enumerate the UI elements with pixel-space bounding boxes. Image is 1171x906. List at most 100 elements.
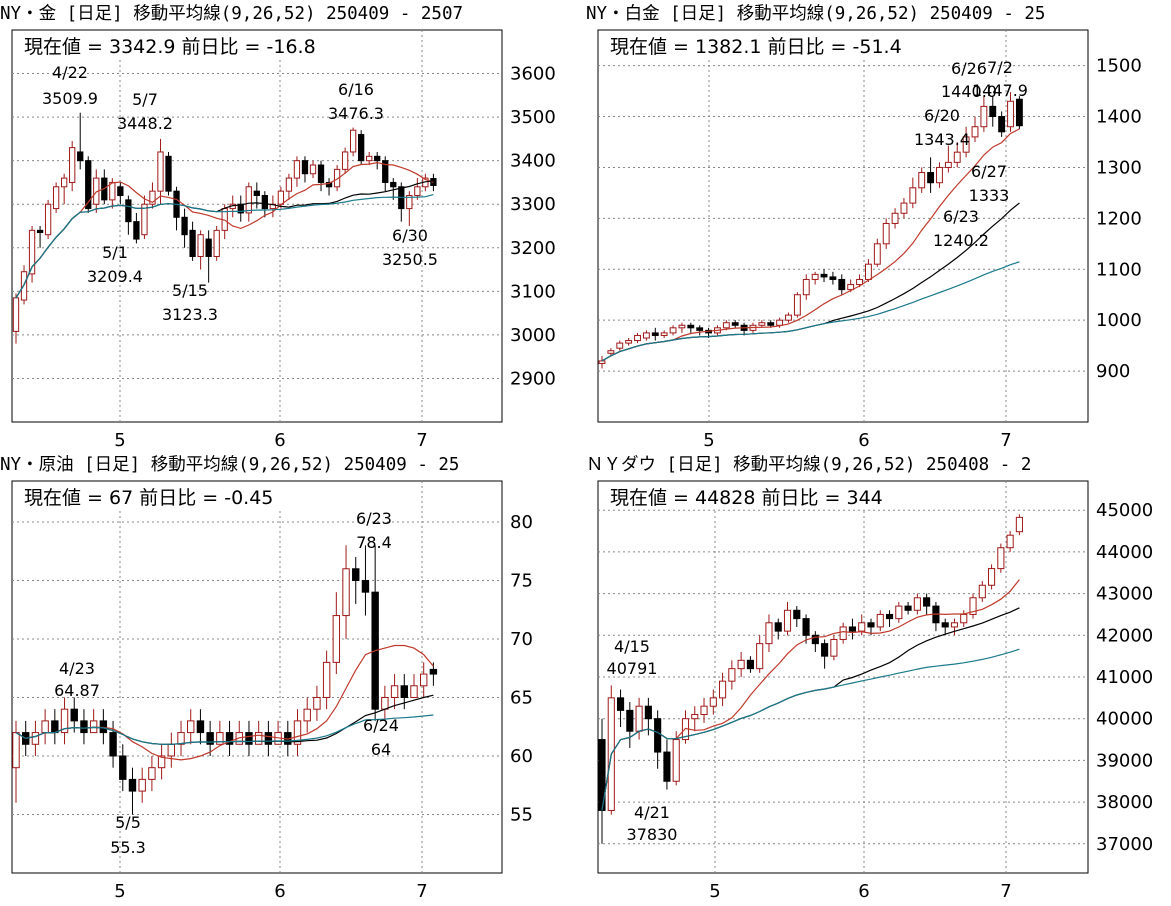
candle-body <box>325 181 333 188</box>
annotation-date: 4/22 <box>52 63 88 82</box>
candle-body <box>109 732 117 757</box>
candle-body <box>1007 100 1014 128</box>
candle-body <box>341 151 349 170</box>
candle-body <box>847 284 855 291</box>
annotation-value: 3448.2 <box>117 114 173 133</box>
annotation-date: 6/27 <box>971 162 1007 181</box>
candle-body <box>904 605 912 611</box>
annotation-value: 3123.3 <box>162 305 218 324</box>
candle-body <box>839 626 847 640</box>
candle-body <box>654 718 662 753</box>
candle-body <box>900 202 908 214</box>
y-tick-label: 39000 <box>1096 750 1153 771</box>
annotation-date: 5/5 <box>115 813 141 832</box>
y-tick-label: 65 <box>510 687 533 708</box>
candle-body <box>1015 98 1023 127</box>
annotation-value: 55.3 <box>110 838 146 857</box>
candle-body <box>758 322 766 326</box>
chart-plot: 55 60 65 70 75 80 5 6 7 現在値 = 67 前日比 = -0.45 6/23 7… <box>11 480 533 902</box>
y-tick-label: 60 <box>510 746 533 767</box>
candle-body <box>953 151 961 163</box>
candle-body <box>1015 516 1023 533</box>
candle-body <box>41 720 49 734</box>
candle-body <box>414 186 421 197</box>
candle-body <box>950 622 959 628</box>
candle-body <box>971 126 979 138</box>
candle-body <box>245 732 253 745</box>
candle-body <box>687 324 695 329</box>
y-tick-label: 3200 <box>510 238 556 259</box>
candle-body <box>285 177 293 192</box>
candle-body <box>625 340 633 344</box>
candle-body <box>858 622 866 632</box>
candle-body <box>867 622 875 628</box>
chart-crude-oil: NY・原油 [日足] 移動平均線(9,26,52) 250409 - 25 55… <box>0 451 585 902</box>
candle-body <box>349 129 357 153</box>
annotation-date: 6/16 <box>338 80 374 99</box>
candle-body <box>774 622 782 632</box>
candle-body <box>148 767 156 780</box>
candle-body <box>767 322 775 326</box>
candle-body <box>293 160 301 179</box>
candle-body <box>821 643 829 657</box>
annotation-date: 6/30 <box>392 226 428 245</box>
current-price-info: 現在値 = 67 前日比 = -0.45 <box>24 487 273 509</box>
candle-body <box>303 708 311 722</box>
annotation-date: 5/7 <box>132 90 158 109</box>
candle-body <box>651 332 659 336</box>
candle-body <box>856 278 863 286</box>
annotation-value: 40791 <box>607 659 658 678</box>
annotation-date: 6/23 <box>356 509 392 528</box>
candle-body <box>962 136 970 153</box>
candle-body <box>77 151 84 162</box>
candle-body <box>197 234 204 257</box>
x-tick-label: 6 <box>858 881 869 902</box>
candle-body <box>374 155 381 162</box>
candle-body <box>891 212 899 224</box>
annotation-value: 1440.0 <box>941 82 997 101</box>
y-tick-label: 1000 <box>1096 310 1142 331</box>
candle-body <box>301 160 309 175</box>
info-bg <box>599 31 952 57</box>
candle-body <box>400 685 408 698</box>
candle-body <box>419 673 428 687</box>
candle-body <box>12 732 20 769</box>
candle-body <box>635 705 643 732</box>
candle-body <box>700 705 708 716</box>
candle-body <box>731 322 739 326</box>
candle-body <box>261 195 268 210</box>
ma-line <box>15 161 434 299</box>
candle-body <box>838 278 846 291</box>
ma-line <box>601 261 1020 362</box>
candle-body <box>660 332 668 336</box>
candle-body <box>895 605 903 620</box>
chart-header: NY・白金 [日足] 移動平均線(9,26,52) 250409 - 25 <box>586 4 1046 24</box>
ma-line <box>601 648 1020 811</box>
annotation-date: 6/23 <box>943 207 979 226</box>
candle-body <box>722 322 730 329</box>
y-tick-label: 3300 <box>510 194 556 215</box>
annotation-date: 6/24 <box>363 716 399 735</box>
candle-body <box>80 720 88 734</box>
candle-body <box>980 105 988 128</box>
candle-body <box>406 195 413 210</box>
candle-body <box>829 276 837 280</box>
candle-body <box>69 147 76 183</box>
candle-body <box>109 181 116 201</box>
y-tick-label: 2900 <box>510 368 556 389</box>
candle-body <box>361 579 370 593</box>
annotation-date: 5/1 <box>102 243 128 262</box>
annotation-value: 78.4 <box>356 533 392 552</box>
candle-body <box>669 327 677 334</box>
candle-body <box>616 342 624 349</box>
candle-body <box>969 597 977 615</box>
x-tick-label: 5 <box>703 430 714 451</box>
x-tick-label: 6 <box>274 881 285 902</box>
annotation-value: 1333 <box>969 186 1010 205</box>
ma-line <box>15 714 434 745</box>
candle-body <box>61 177 68 188</box>
chart-plot: 900 1000 1100 1200 1300 1400 1500 5 6 7 現在値 = 1382… <box>597 29 1142 451</box>
candle-body <box>927 172 935 184</box>
candle-body <box>60 708 69 734</box>
candle-body <box>117 186 124 197</box>
